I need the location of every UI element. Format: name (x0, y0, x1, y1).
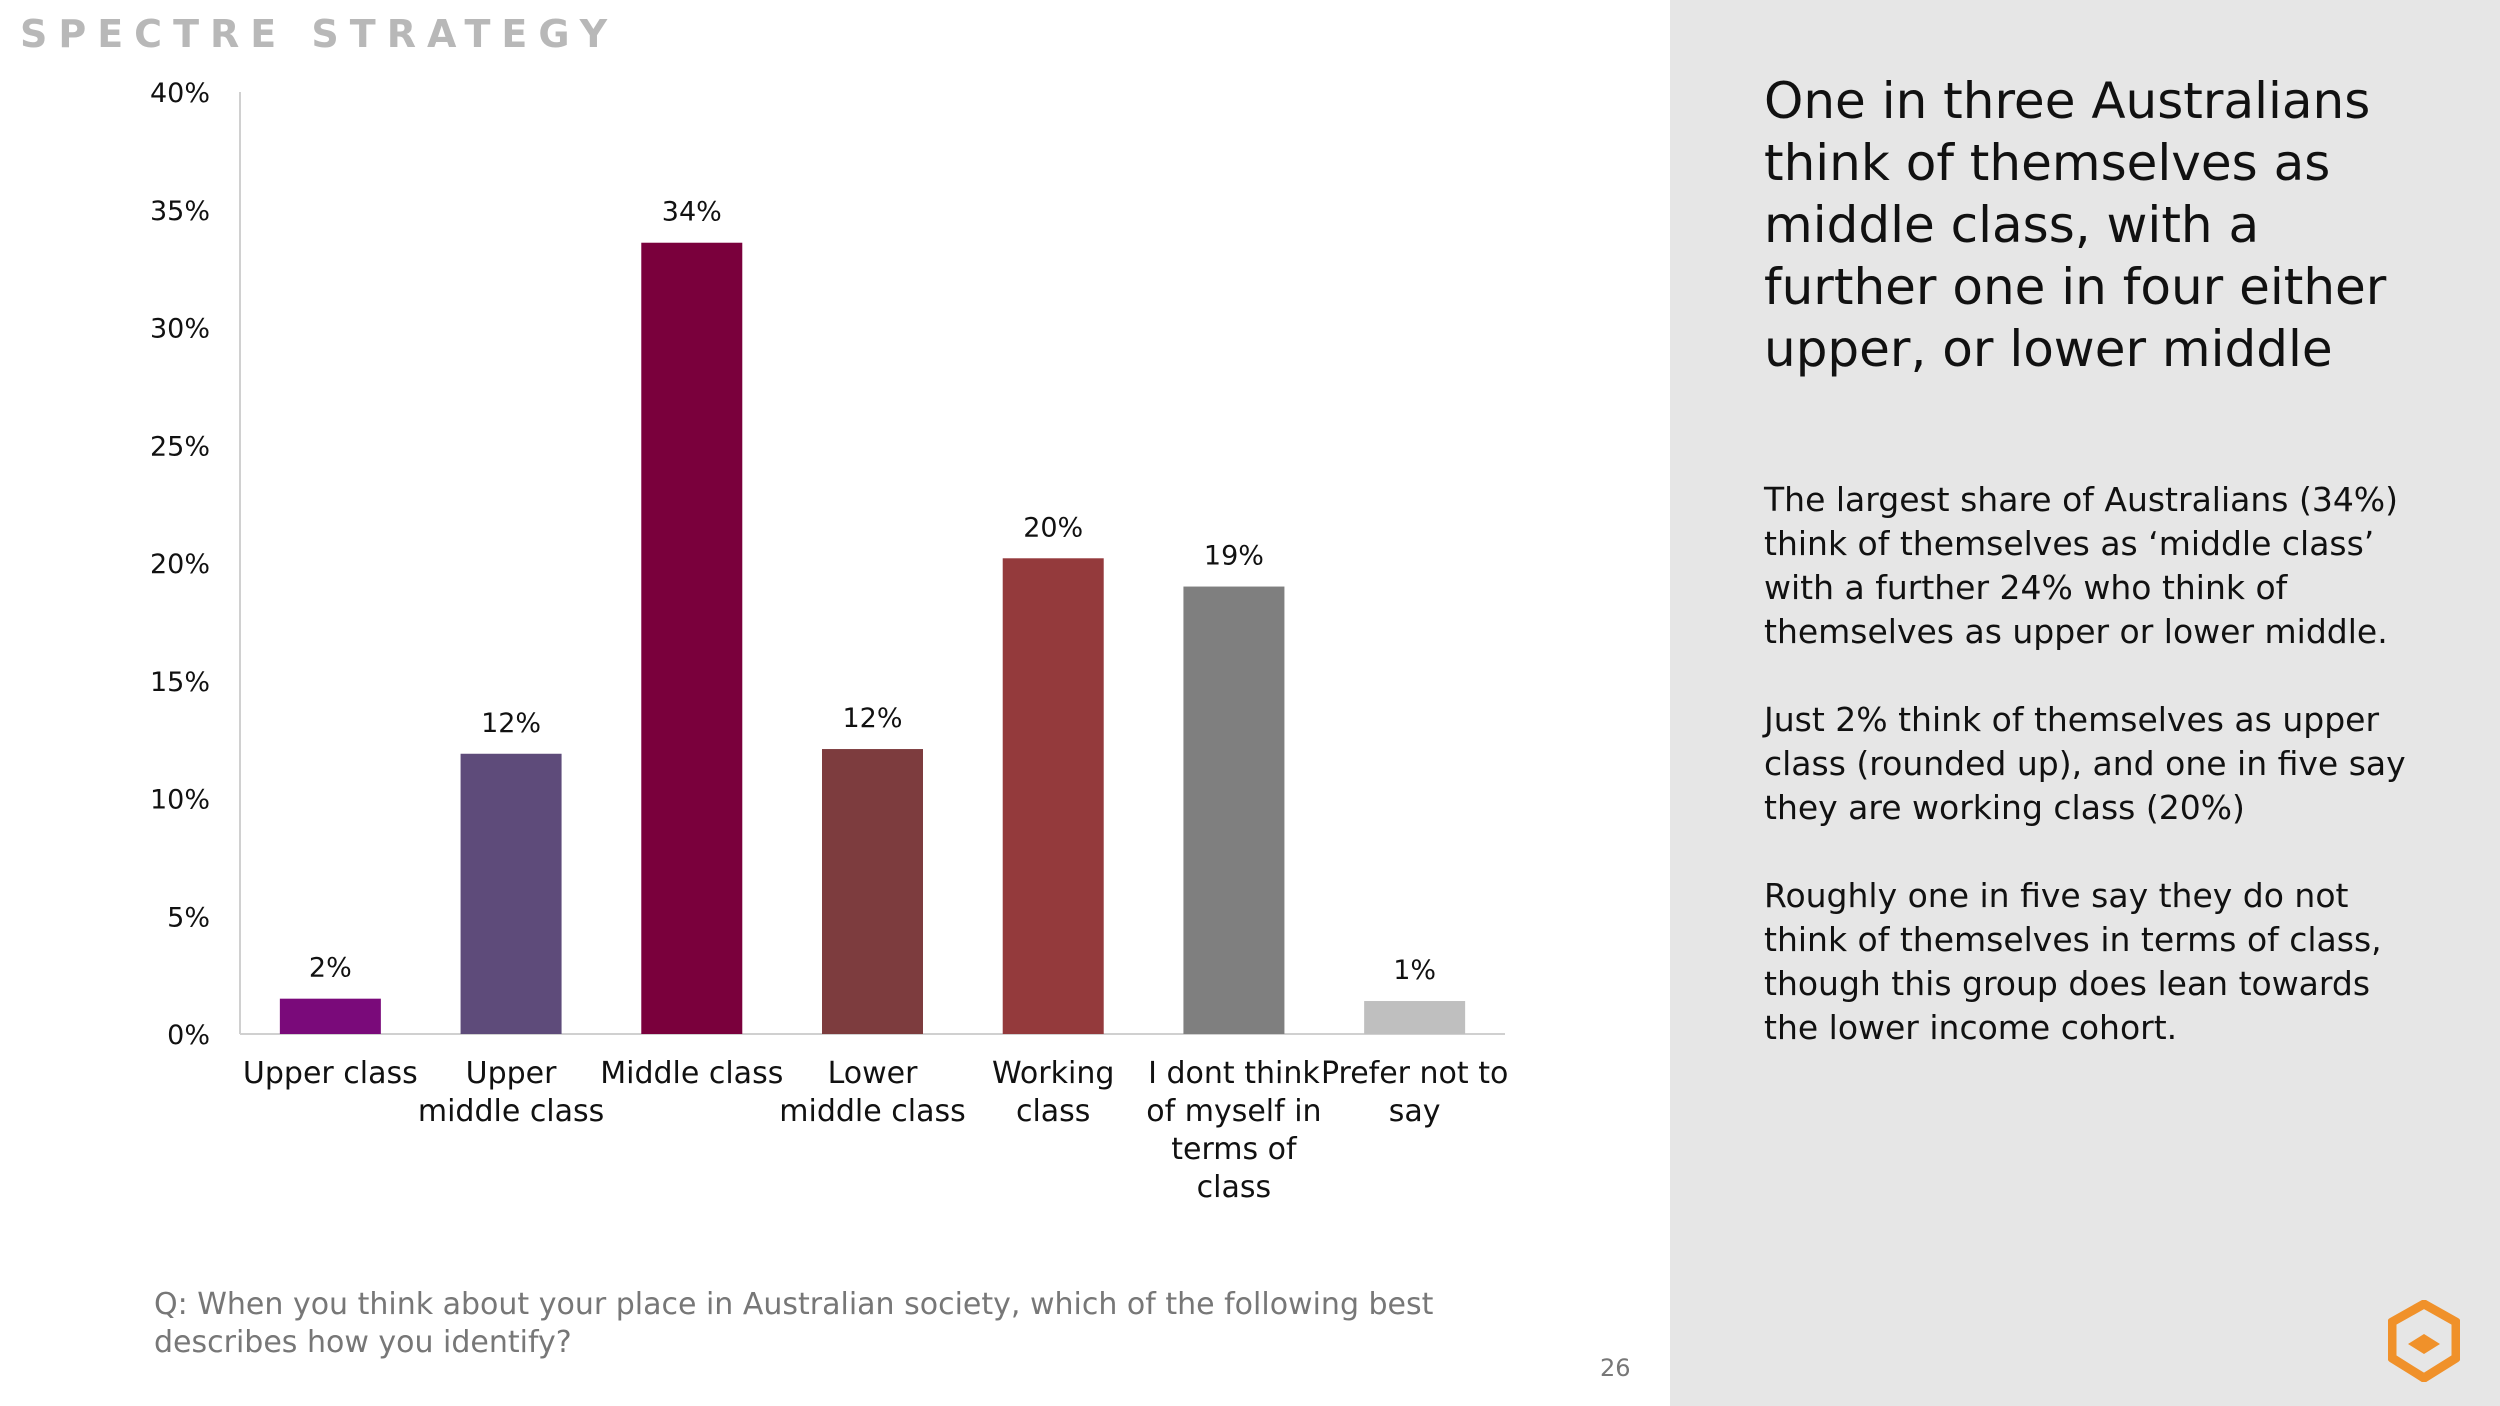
y-tick-label: 0% (167, 1020, 210, 1051)
x-tick-label: Lower (828, 1056, 919, 1091)
bar (1183, 586, 1285, 1034)
y-tick-label: 15% (150, 667, 210, 698)
y-tick-label: 5% (167, 902, 210, 933)
bar (1002, 558, 1104, 1034)
x-tick-label: class (1016, 1094, 1090, 1129)
data-label: 20% (1023, 512, 1083, 543)
x-tick-label: Upper class (243, 1056, 418, 1091)
x-tick-label: Working (992, 1056, 1114, 1091)
bar-chart: 0% 5% 10% 15% 20% 25% 30% 35% 40% 2% Upper class 12… (150, 78, 1508, 1205)
y-tick-label: 10% (150, 785, 210, 816)
x-tick-label: class (1197, 1170, 1271, 1205)
x-tick-label: middle class (779, 1094, 965, 1129)
data-label: 1% (1393, 955, 1436, 986)
x-tick-label: I dont think (1148, 1056, 1320, 1091)
brand-wordmark: SPECTRE STRATEGY (20, 12, 619, 56)
x-tick-label: Upper (466, 1056, 558, 1091)
x-tick-label: say (1389, 1094, 1441, 1129)
bar (279, 998, 381, 1034)
y-tick-label: 35% (150, 196, 210, 227)
x-tick-label: middle class (418, 1094, 604, 1129)
x-tick-label: terms of (1171, 1132, 1298, 1167)
data-label: 19% (1204, 541, 1264, 572)
data-label: 2% (309, 953, 352, 984)
x-tick-label: Prefer not to (1321, 1056, 1508, 1091)
page-number: 26 (1600, 1354, 1631, 1382)
data-label: 12% (481, 708, 541, 739)
spectre-logo-icon (2388, 1300, 2460, 1382)
y-tick-label: 30% (150, 314, 210, 345)
y-tick-label: 25% (150, 431, 210, 462)
y-tick-label: 20% (150, 549, 210, 580)
data-label: 12% (842, 703, 902, 734)
summary-paragraph-3: Roughly one in five say they do not thin… (1764, 876, 2382, 1047)
summary-panel (1670, 0, 2500, 1406)
summary-paragraph-1: The largest share of Australians (34%) t… (1764, 480, 2399, 651)
headline: One in three Australians think of themse… (1764, 72, 2387, 378)
survey-question: Q: When you think about your place in Au… (154, 1287, 1434, 1360)
bar (641, 242, 743, 1035)
x-tick-label: of myself in (1146, 1094, 1321, 1129)
data-label: 34% (662, 197, 722, 228)
y-tick-label: 40% (150, 78, 210, 109)
bar (822, 749, 923, 1034)
bar (460, 753, 562, 1034)
summary-paragraph-2: Just 2% think of themselves as upper cla… (1764, 700, 2406, 827)
summary-text: The largest share of Australians (34%) t… (1764, 478, 2414, 1094)
x-tick-label: Middle class (600, 1056, 783, 1091)
bar (1364, 1001, 1466, 1034)
